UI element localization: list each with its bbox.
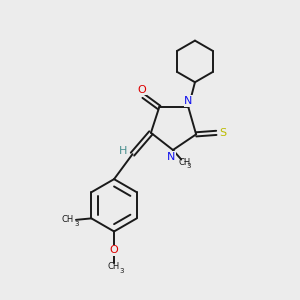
Text: O: O (110, 245, 118, 255)
Text: 3: 3 (119, 268, 124, 274)
Text: N: N (167, 152, 175, 161)
Text: CH: CH (108, 262, 120, 271)
Text: O: O (137, 85, 146, 95)
Text: N: N (184, 96, 193, 106)
Text: methyl: methyl (184, 161, 189, 163)
Text: H: H (119, 146, 127, 156)
Text: 3: 3 (186, 163, 190, 169)
Text: CH: CH (61, 215, 74, 224)
Text: CH: CH (179, 158, 191, 167)
Text: S: S (219, 128, 226, 138)
Text: 3: 3 (75, 221, 79, 227)
